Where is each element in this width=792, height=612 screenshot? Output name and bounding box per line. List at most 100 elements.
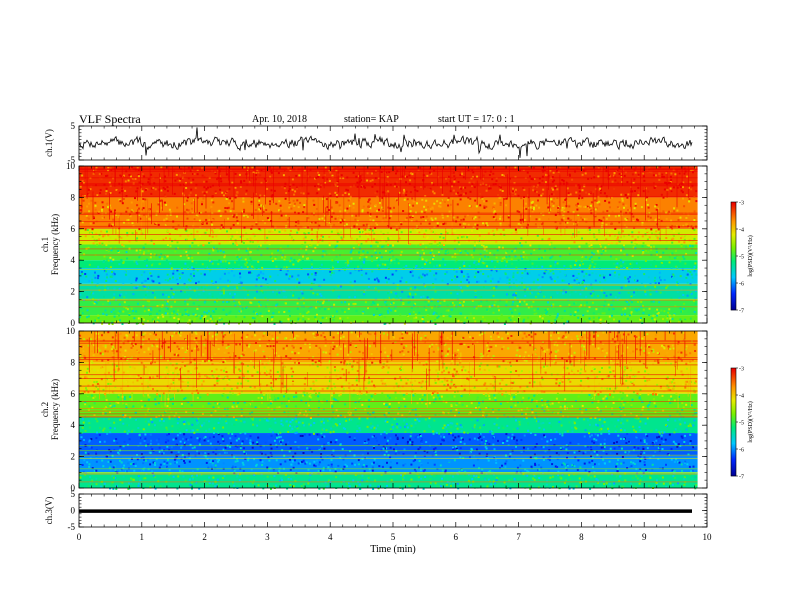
spectral-cell bbox=[102, 408, 105, 411]
spectral-cell bbox=[169, 237, 171, 240]
spectral-cell bbox=[660, 219, 663, 222]
spectral-cell bbox=[623, 244, 625, 247]
spectral-cell bbox=[443, 369, 445, 372]
spectral-cell bbox=[345, 361, 348, 364]
spectral-cell bbox=[650, 300, 653, 303]
spectral-cell bbox=[553, 280, 556, 283]
spectral-cell bbox=[579, 249, 582, 251]
spectral-cell bbox=[459, 198, 462, 201]
spectral-cell bbox=[183, 279, 186, 282]
spectral-cell bbox=[448, 315, 451, 318]
spectral-cell bbox=[158, 304, 161, 307]
spectral-cell bbox=[694, 289, 697, 292]
spectral-cell bbox=[105, 190, 108, 193]
spectral-cell bbox=[692, 299, 695, 302]
spectral-cell bbox=[211, 219, 214, 222]
spectral-cell bbox=[605, 198, 608, 200]
spectral-cell bbox=[629, 209, 631, 212]
spectral-cell bbox=[363, 293, 366, 296]
spectral-cell bbox=[327, 308, 330, 311]
spectral-cell bbox=[80, 271, 83, 274]
spectral-cell bbox=[627, 280, 630, 283]
spectral-cell bbox=[507, 315, 510, 318]
spectral-cell bbox=[589, 204, 592, 207]
spectral-cell bbox=[122, 174, 125, 177]
spectral-cell bbox=[528, 167, 531, 169]
spectral-cell bbox=[685, 217, 688, 219]
spectral-cell bbox=[167, 452, 170, 455]
spectral-cell bbox=[279, 204, 282, 207]
spectral-streak bbox=[228, 166, 229, 181]
spectral-cell bbox=[349, 260, 352, 263]
spectral-cell bbox=[680, 243, 683, 246]
spectral-cell bbox=[663, 347, 666, 350]
spectral-cell bbox=[637, 308, 640, 311]
spectral-cell bbox=[507, 216, 510, 219]
spectral-streak bbox=[507, 174, 508, 200]
spectral-cell bbox=[382, 245, 385, 248]
spectral-cell bbox=[442, 258, 445, 261]
spectral-cell bbox=[665, 240, 668, 243]
spectral-cell bbox=[135, 310, 138, 313]
spectral-cell bbox=[321, 316, 324, 319]
spectral-cell bbox=[525, 256, 528, 259]
spectral-cell bbox=[342, 391, 345, 393]
spectral-cell bbox=[154, 464, 157, 466]
spectral-cell bbox=[149, 272, 152, 275]
spectral-cell bbox=[184, 228, 187, 231]
spectral-cell bbox=[524, 241, 527, 244]
spectral-cell bbox=[150, 275, 153, 277]
spectral-cell bbox=[284, 286, 287, 289]
spectral-cell bbox=[241, 234, 244, 237]
spectral-cell bbox=[323, 316, 326, 319]
spectral-cell bbox=[354, 268, 357, 271]
spectral-cell bbox=[144, 243, 147, 246]
spectral-cell bbox=[197, 214, 199, 217]
spectral-cell bbox=[592, 253, 595, 256]
spectral-cell bbox=[667, 388, 670, 391]
spectral-cell bbox=[512, 272, 515, 275]
spectral-cell bbox=[93, 193, 96, 196]
spectral-cell bbox=[390, 302, 393, 305]
spectral-cell bbox=[361, 312, 364, 315]
spectral-cell bbox=[285, 355, 288, 358]
spectral-cell bbox=[334, 191, 337, 194]
spectral-cell bbox=[253, 297, 256, 300]
spectral-cell bbox=[204, 288, 207, 291]
spectral-cell bbox=[529, 344, 532, 347]
spectral-cell bbox=[595, 238, 598, 241]
spectral-cell bbox=[164, 312, 167, 315]
spectral-cell bbox=[348, 296, 351, 299]
spectral-cell bbox=[244, 263, 247, 265]
spectral-cell bbox=[127, 219, 130, 221]
spectral-cell bbox=[490, 274, 492, 277]
spectral-cell bbox=[262, 207, 265, 210]
spectral-cell bbox=[515, 231, 518, 234]
spectral-cell bbox=[403, 190, 406, 193]
spectral-cell bbox=[521, 301, 524, 304]
spectral-cell bbox=[208, 234, 211, 237]
spectral-cell bbox=[174, 179, 177, 182]
spectral-cell bbox=[634, 247, 637, 250]
spectral-cell bbox=[248, 271, 250, 274]
spectral-cell bbox=[474, 295, 477, 298]
spectral-cell bbox=[440, 313, 443, 316]
spectral-cell bbox=[420, 296, 423, 299]
spectral-cell bbox=[314, 316, 317, 319]
spectral-cell bbox=[319, 293, 322, 295]
spectral-cell bbox=[658, 172, 661, 175]
spectral-cell bbox=[249, 251, 252, 254]
spectral-cell bbox=[693, 294, 696, 297]
spectral-cell bbox=[481, 299, 484, 302]
spectral-cell bbox=[181, 313, 184, 316]
spectral-cell bbox=[476, 175, 479, 178]
spectral-cell bbox=[405, 264, 408, 267]
spectral-cell bbox=[618, 320, 621, 323]
spectral-cell bbox=[669, 175, 672, 178]
spectral-cell bbox=[165, 255, 168, 258]
spectral-cell bbox=[693, 269, 696, 272]
spectral-cell bbox=[466, 273, 469, 276]
spectral-cell bbox=[250, 179, 252, 182]
spectral-cell bbox=[255, 278, 258, 281]
spectral-cell bbox=[189, 288, 192, 291]
